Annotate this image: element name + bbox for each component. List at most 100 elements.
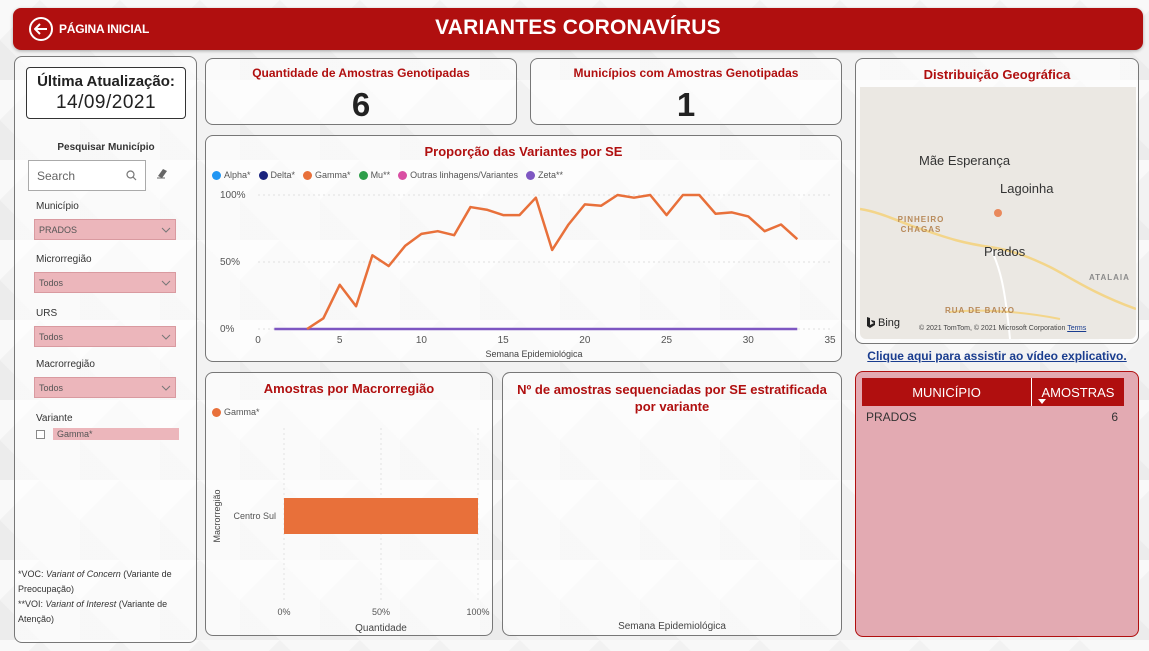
x-axis-label: Semana Epidemiológica bbox=[485, 349, 582, 359]
footnote-voc-suffix: (Variante de Preocupação) bbox=[18, 569, 172, 594]
search-input[interactable]: Search bbox=[28, 160, 146, 191]
legend-item[interactable]: Gamma* bbox=[303, 170, 351, 180]
bar-chart-card: Amostras por Macrorregião Gamma* 0% 50% 10… bbox=[205, 372, 493, 636]
last-update-date: 14/09/2021 bbox=[55, 92, 157, 113]
map-road-rua-de-baixo: RUA DE BAIXO bbox=[945, 306, 1015, 315]
kpi-municipios-value: 1 bbox=[676, 86, 696, 123]
table-cell-municipio: PRADOS bbox=[866, 410, 917, 424]
table-header-amostras-label: AMOSTRAS bbox=[1041, 384, 1115, 400]
kpi-municipios-card: Municípios com Amostras Genotipadas 1 bbox=[530, 58, 842, 125]
microrregiao-dropdown[interactable]: Todos bbox=[34, 272, 176, 293]
footnote-voi-term: Variant of Interest bbox=[45, 599, 117, 609]
seq-chart-card: Nº de amostras sequenciadas por SE estra… bbox=[502, 372, 842, 636]
x-tick-label: 30 bbox=[743, 335, 755, 346]
y-tick-label: 100% bbox=[220, 190, 246, 201]
eraser-icon[interactable] bbox=[156, 167, 168, 179]
page-title: VARIANTES CORONAVÍRUS bbox=[435, 16, 721, 39]
chevron-down-icon bbox=[161, 334, 171, 340]
map-copyright-text: © 2021 TomTom, © 2021 Microsoft Corporat… bbox=[919, 325, 1066, 332]
map-place-lagoinha: Lagoinha bbox=[1000, 181, 1054, 196]
map-road-pinheiro-chagas: PINHEIRO CHAGAS bbox=[897, 215, 945, 234]
legend-label: Zeta** bbox=[537, 170, 563, 180]
legend-item[interactable]: Alpha* bbox=[212, 170, 251, 180]
x-tick-label: 0% bbox=[277, 607, 290, 617]
legend-dot bbox=[212, 170, 221, 180]
kpi-municipios-title: Municípios com Amostras Genotipadas bbox=[573, 66, 799, 80]
map-roads bbox=[860, 207, 1136, 339]
legend-dot bbox=[358, 170, 368, 180]
header-bar: PÁGINA INICIAL VARIANTES CORONAVÍRUS bbox=[13, 8, 1143, 50]
bar-chart-legend: Gamma* bbox=[212, 407, 260, 417]
home-button[interactable]: PÁGINA INICIAL bbox=[29, 17, 149, 41]
kpi-amostras-title: Quantidade de Amostras Genotipadas bbox=[252, 66, 470, 80]
map-title: Distribuição Geográfica bbox=[923, 67, 1071, 82]
map-area[interactable]: Mãe Esperança Lagoinha Prados PINHEIRO C… bbox=[860, 87, 1136, 339]
line-chart-title: Proporção das Variantes por SE bbox=[424, 144, 623, 159]
bar-chart-title: Amostras por Macrorregião bbox=[263, 381, 435, 396]
table-cell-amostras: 6 bbox=[1111, 410, 1118, 424]
x-tick-label: 5 bbox=[337, 335, 343, 346]
x-tick-label: 10 bbox=[416, 335, 428, 346]
last-update-box: Última Atualização: 14/09/2021 bbox=[26, 67, 186, 119]
y-tick-label: 50% bbox=[220, 257, 240, 268]
legend-label: Gamma* bbox=[315, 170, 351, 180]
x-tick-label: 20 bbox=[579, 335, 591, 346]
table-header-amostras[interactable]: AMOSTRAS bbox=[1032, 378, 1124, 406]
x-tick-label: 25 bbox=[661, 335, 673, 346]
variante-checkbox[interactable] bbox=[36, 429, 45, 439]
kpi-amostras-value: 6 bbox=[351, 86, 371, 123]
urs-label: URS bbox=[36, 308, 58, 319]
variante-label: Variante bbox=[36, 413, 73, 424]
search-icon bbox=[126, 170, 137, 181]
chevron-down-icon bbox=[161, 227, 171, 233]
macrorregiao-value: Todos bbox=[39, 382, 64, 393]
legend-label: Delta* bbox=[270, 170, 296, 180]
bing-icon bbox=[867, 317, 875, 328]
macrorregiao-dropdown[interactable]: Todos bbox=[34, 377, 176, 398]
microrregiao-label: Microrregião bbox=[36, 254, 92, 265]
line-chart-svg: 0% 50% 100% 0 5 10 15 20 25 30 35 Semana Epidemioló… bbox=[220, 190, 836, 359]
legend-item: Gamma* bbox=[212, 407, 260, 417]
line-chart-card: Proporção das Variantes por SE Alpha* Del… bbox=[205, 135, 842, 362]
chevron-down-icon bbox=[161, 385, 171, 391]
footnote-voi-prefix: **VOI: bbox=[18, 599, 46, 609]
municipio-dropdown[interactable]: PRADOS bbox=[34, 219, 176, 240]
x-tick-label: 15 bbox=[498, 335, 510, 346]
footnote-voc-prefix: *VOC: bbox=[18, 569, 47, 579]
variante-option[interactable]: Gamma* bbox=[36, 428, 179, 440]
legend-label: Mu** bbox=[370, 170, 391, 180]
urs-dropdown[interactable]: Todos bbox=[34, 326, 176, 347]
map-road-atalaia: ATALAIA bbox=[1089, 273, 1130, 282]
legend-item[interactable]: Outras linhagens/Variantes bbox=[398, 170, 518, 180]
x-tick-label: 0 bbox=[255, 335, 261, 346]
map-terms-link[interactable]: Terms bbox=[1067, 325, 1087, 332]
macrorregiao-label: Macrorregião bbox=[36, 359, 95, 370]
arrow-left-icon bbox=[29, 17, 53, 41]
legend-item[interactable]: Zeta** bbox=[525, 170, 563, 180]
x-tick-label: 100% bbox=[466, 607, 489, 617]
home-label: PÁGINA INICIAL bbox=[59, 22, 150, 36]
table-row[interactable]: PRADOS 6 bbox=[866, 410, 1118, 424]
footnote: *VOC: Variant of Concern (Variante de Pr… bbox=[18, 567, 188, 627]
bing-logo: Bing bbox=[866, 317, 900, 329]
seq-chart-xlabel: Semana Epidemiológica bbox=[618, 621, 726, 632]
legend-dot bbox=[303, 170, 313, 180]
legend-dot bbox=[525, 170, 535, 180]
sort-desc-icon bbox=[1038, 399, 1046, 404]
y-axis-label: Macrorregião bbox=[212, 489, 222, 542]
legend-item[interactable]: Mu** bbox=[358, 170, 391, 180]
municipio-table: MUNICÍPIO AMOSTRAS PRADOS 6 bbox=[855, 371, 1139, 637]
legend-item[interactable]: Delta* bbox=[258, 170, 296, 180]
bar-chart-svg: 0% 50% 100% Centro Sul Quantidade Macrorregiã… bbox=[212, 428, 490, 634]
legend-label: Gamma* bbox=[224, 407, 260, 417]
municipio-label: Município bbox=[36, 201, 79, 212]
video-link[interactable]: Clique aqui para assistir ao vídeo expli… bbox=[867, 349, 1127, 363]
map-place-prados: Prados bbox=[984, 244, 1026, 259]
table-header: MUNICÍPIO AMOSTRAS bbox=[862, 378, 1124, 406]
search-placeholder: Search bbox=[37, 168, 76, 183]
legend-label: Outras linhagens/Variantes bbox=[410, 170, 518, 180]
map-place-mae-esperanca: Mãe Esperança bbox=[919, 153, 1011, 168]
table-header-municipio[interactable]: MUNICÍPIO bbox=[862, 378, 1032, 406]
seq-chart-title: Nº de amostras sequenciadas por SE estra… bbox=[517, 382, 827, 414]
municipio-value: PRADOS bbox=[39, 224, 78, 235]
